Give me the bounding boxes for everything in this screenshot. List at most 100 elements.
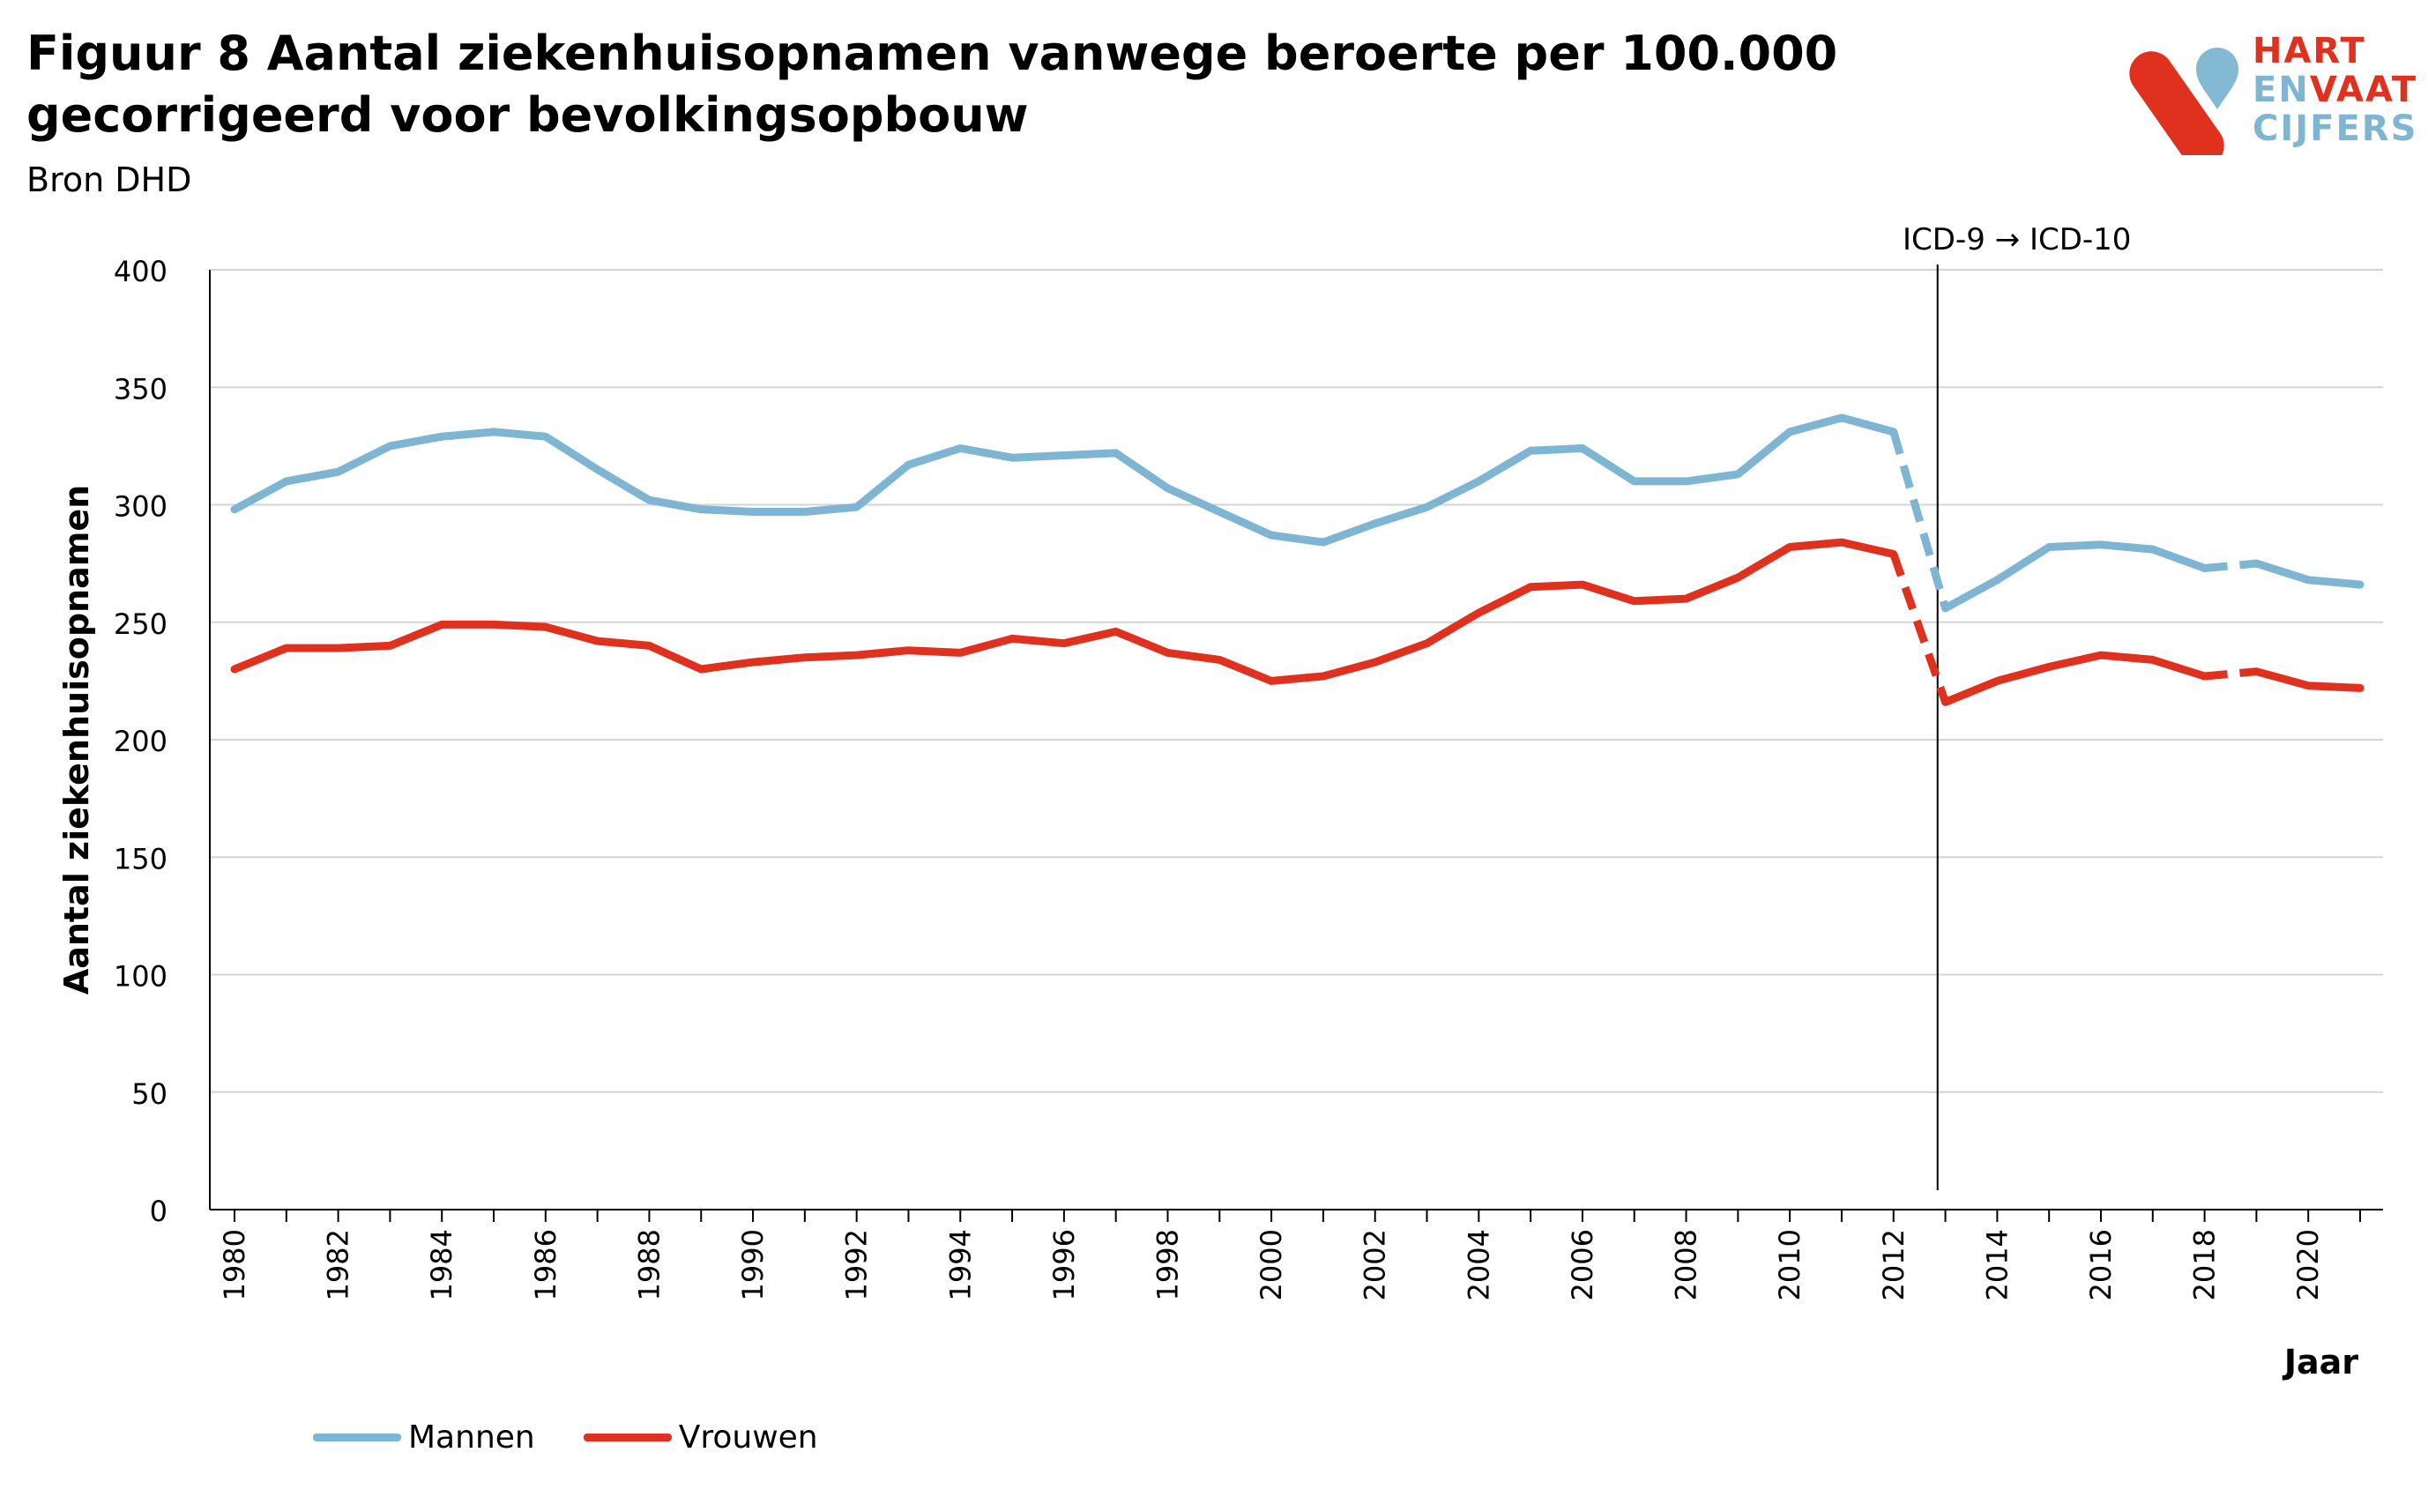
point-vrouwen-2003 <box>1426 643 1428 644</box>
point-mannen-1989 <box>700 509 702 510</box>
point-vrouwen-2021 <box>2359 687 2361 689</box>
point-vrouwen-1980 <box>234 668 235 670</box>
point-mannen-2011 <box>1841 417 1843 419</box>
point-vrouwen-1991 <box>804 657 806 659</box>
x-tick-label-2012: 2012 <box>1877 1229 1910 1300</box>
point-mannen-1996 <box>1063 455 1065 457</box>
point-vrouwen-1987 <box>597 640 599 642</box>
series-dashed-segment-vrouwen <box>1889 553 1949 704</box>
point-vrouwen-2000 <box>1270 680 1272 682</box>
y-tick-label-250: 250 <box>114 607 168 641</box>
series-dashed-segment-mannen <box>1889 430 1949 610</box>
x-tick-label-1992: 1992 <box>840 1229 874 1300</box>
legend-swatch-mannen <box>313 1434 401 1441</box>
point-mannen-2008 <box>1686 480 1687 482</box>
x-tick-label-2010: 2010 <box>1773 1229 1806 1300</box>
y-tick-label-0: 0 <box>150 1195 168 1228</box>
point-vrouwen-2011 <box>1841 541 1843 543</box>
x-tick-label-1982: 1982 <box>322 1229 355 1300</box>
point-vrouwen-1994 <box>959 652 961 653</box>
point-vrouwen-1986 <box>545 626 547 628</box>
y-tick-label-350: 350 <box>114 372 168 406</box>
point-mannen-2021 <box>2359 584 2361 585</box>
point-mannen-1985 <box>493 431 495 433</box>
x-tick-label-2014: 2014 <box>1980 1229 2014 1300</box>
point-mannen-1981 <box>286 480 287 482</box>
point-mannen-2014 <box>1996 579 1998 581</box>
point-mannen-1984 <box>441 436 443 437</box>
y-tick-label-300: 300 <box>114 490 168 524</box>
point-vrouwen-1988 <box>648 644 650 646</box>
point-vrouwen-1997 <box>1115 630 1117 632</box>
point-mannen-2013 <box>1945 607 1947 609</box>
point-mannen-2000 <box>1270 534 1272 536</box>
x-tick-label-1988: 1988 <box>632 1229 666 1300</box>
x-tick-label-1998: 1998 <box>1151 1229 1184 1300</box>
series <box>230 413 2365 706</box>
y-tick-label-150: 150 <box>114 842 168 875</box>
x-tick-label-1986: 1986 <box>529 1229 562 1300</box>
point-mannen-1982 <box>338 471 339 473</box>
point-vrouwen-2005 <box>1530 586 1531 588</box>
point-vrouwen-1992 <box>856 654 858 656</box>
point-vrouwen-1984 <box>441 623 443 625</box>
x-tick-label-2008: 2008 <box>1670 1229 1703 1300</box>
x-tick-label-2006: 2006 <box>1566 1229 1599 1300</box>
point-mannen-1991 <box>804 511 806 513</box>
logo-mark-icon <box>2129 48 2238 168</box>
point-vrouwen-2006 <box>1582 584 1583 585</box>
series-dashed-segment-vrouwen <box>2204 667 2257 681</box>
chart-source: Bron DHD <box>26 160 192 199</box>
point-vrouwen-2009 <box>1737 577 1739 578</box>
chart-title-line-2: gecorrigeerd voor bevolkingsopbouw <box>26 87 1029 143</box>
point-mannen-1990 <box>752 511 754 513</box>
point-vrouwen-2002 <box>1374 661 1376 663</box>
point-mannen-2002 <box>1374 523 1376 525</box>
point-mannen-1998 <box>1167 488 1169 489</box>
icd-annotation: ICD-9 → ICD-10 <box>1903 222 2131 257</box>
series-line-vrouwen <box>230 538 1898 685</box>
point-vrouwen-2008 <box>1686 598 1687 600</box>
point-mannen-2006 <box>1582 448 1583 450</box>
x-tick-label-2016: 2016 <box>2084 1229 2118 1300</box>
series-line-vrouwen <box>1941 651 2209 706</box>
point-mannen-1997 <box>1115 452 1117 454</box>
y-tick-label-400: 400 <box>114 255 168 288</box>
series-line-mannen <box>230 413 1898 547</box>
legend-item-vrouwen: Vrouwen <box>583 1419 818 1456</box>
point-vrouwen-2018 <box>2204 675 2206 677</box>
series-line-mannen <box>1941 540 2209 613</box>
point-vrouwen-1995 <box>1011 637 1013 639</box>
point-mannen-1993 <box>908 464 910 466</box>
point-vrouwen-1983 <box>389 644 391 646</box>
logo-text-hart: HART <box>2253 31 2366 71</box>
x-tick-label-2002: 2002 <box>1359 1229 1392 1300</box>
x-tick-label-2020: 2020 <box>2291 1229 2325 1300</box>
point-vrouwen-1989 <box>700 668 702 670</box>
point-vrouwen-1996 <box>1063 643 1065 644</box>
point-vrouwen-1985 <box>493 623 495 625</box>
point-vrouwen-2019 <box>2255 671 2257 673</box>
point-vrouwen-2004 <box>1478 612 1479 614</box>
point-mannen-1986 <box>545 436 547 437</box>
point-vrouwen-2012 <box>1893 554 1895 555</box>
x-tick-label-1990: 1990 <box>736 1229 770 1300</box>
point-mannen-2018 <box>2204 568 2206 570</box>
legend-swatch-vrouwen <box>583 1434 672 1441</box>
point-mannen-2005 <box>1530 450 1531 451</box>
point-vrouwen-1998 <box>1167 652 1169 653</box>
x-tick-label-2004: 2004 <box>1462 1229 1495 1300</box>
point-mannen-2004 <box>1478 480 1479 482</box>
point-mannen-2016 <box>2100 544 2102 546</box>
point-vrouwen-2017 <box>2152 659 2154 660</box>
y-tick-label-200: 200 <box>114 725 168 758</box>
point-mannen-1994 <box>959 448 961 450</box>
series-dashed-segment-mannen <box>2204 559 2257 572</box>
logo-text-en: EN <box>2253 70 2310 110</box>
logo-wordmark: HART ENVAAT CIJFERS <box>2253 32 2417 148</box>
point-mannen-2012 <box>1893 431 1895 433</box>
point-mannen-2009 <box>1737 473 1739 475</box>
point-vrouwen-2001 <box>1322 675 1324 677</box>
point-mannen-1980 <box>234 509 235 510</box>
x-tick-label-1994: 1994 <box>943 1229 977 1300</box>
